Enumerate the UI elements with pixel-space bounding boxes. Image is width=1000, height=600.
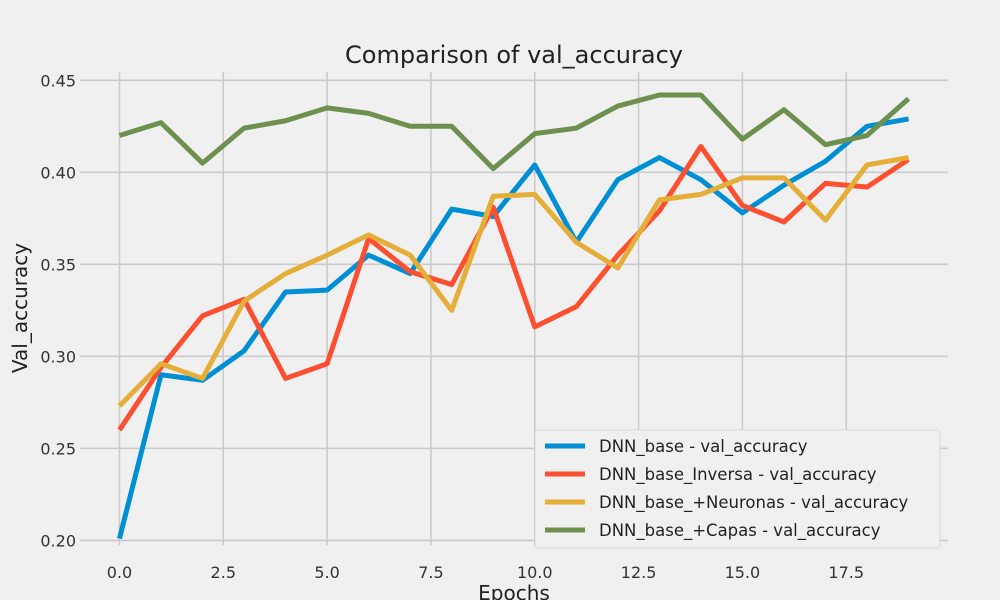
series-line-4 [118, 92, 911, 172]
legend-label-3: DNN_base_+Neuronas - val_accuracy [599, 493, 909, 513]
x-tick-label: 7.5 [418, 563, 443, 582]
series-line-1 [117, 116, 909, 540]
y-tick-label: 0.40 [40, 163, 76, 182]
x-tick-label: 2.5 [211, 563, 236, 582]
x-tick-label: 15.0 [725, 563, 761, 582]
legend-label-4: DNN_base_+Capas - val_accuracy [599, 521, 881, 541]
y-axis-label: Val_accuracy [8, 243, 32, 373]
x-tick-label: 10.0 [517, 563, 553, 582]
x-tick-label: 12.5 [621, 563, 657, 582]
series-line-3 [117, 155, 909, 408]
y-tick-label: 0.20 [40, 531, 76, 550]
x-tick-label: 0.0 [107, 563, 132, 582]
series-line-2 [117, 144, 910, 432]
y-tick-label: 0.45 [40, 71, 76, 90]
legend-box [534, 429, 941, 549]
x-tick-label: 17.5 [828, 563, 864, 582]
x-axis-label: Epochs [478, 581, 550, 600]
y-tick-label: 0.30 [40, 347, 76, 366]
legend-label-1: DNN_base - val_accuracy [599, 437, 808, 457]
legend: DNN_base - val_accuracy DNN_base_Inversa … [534, 429, 941, 549]
x-tick-labels: 0.0 2.5 5.0 7.5 10.0 12.5 15.0 17.5 [107, 563, 864, 582]
series-lines [117, 92, 911, 540]
y-tick-labels: 0.20 0.25 0.30 0.35 0.40 0.45 [40, 71, 76, 550]
y-tick-label: 0.35 [40, 255, 76, 274]
chart-title: Comparison of val_accuracy [345, 41, 683, 69]
x-tick-label: 5.0 [314, 563, 339, 582]
y-tick-label: 0.25 [40, 439, 76, 458]
legend-label-2: DNN_base_Inversa - val_accuracy [599, 465, 877, 485]
